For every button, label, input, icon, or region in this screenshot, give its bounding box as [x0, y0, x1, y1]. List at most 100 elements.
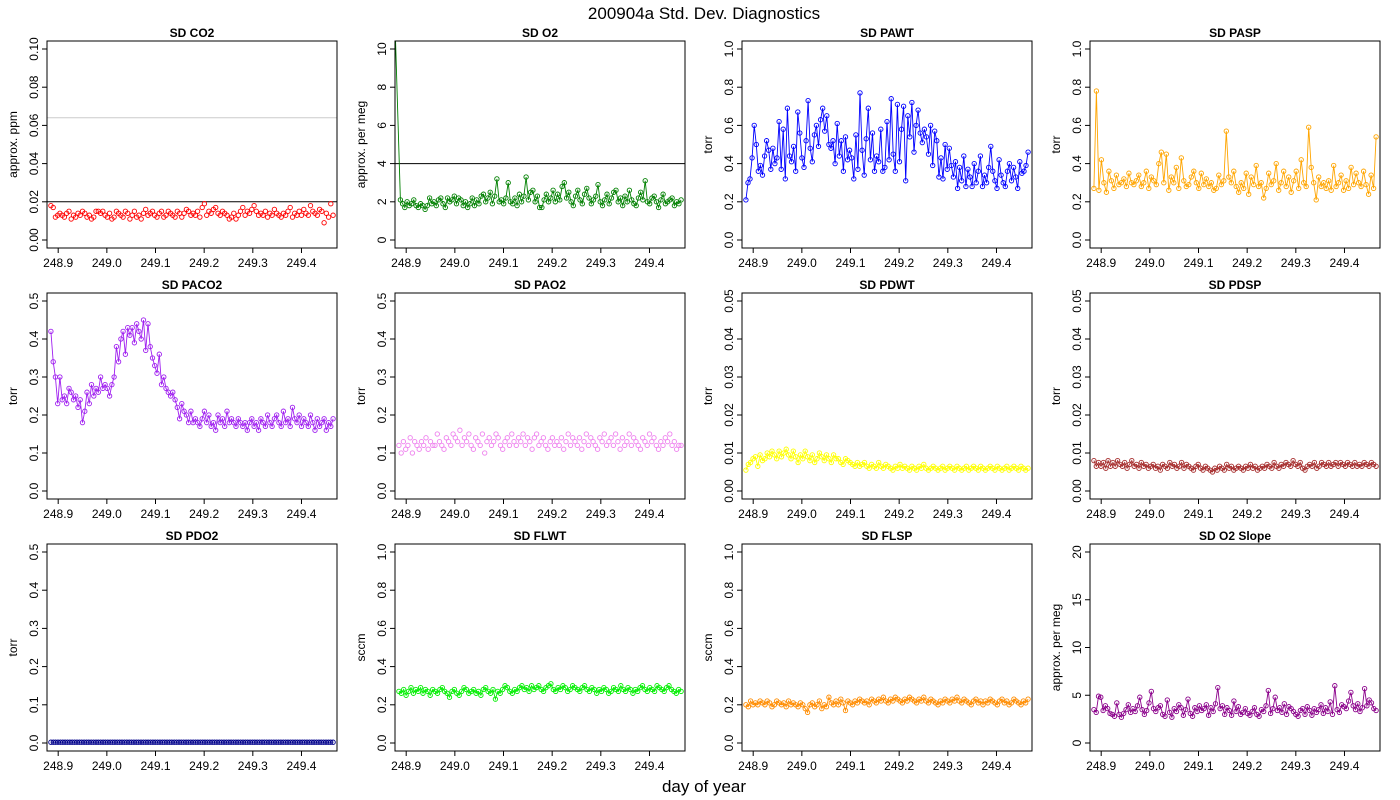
data-point: [430, 442, 436, 449]
data-point: [1241, 185, 1247, 192]
data-point: [1308, 164, 1314, 171]
data-point: [1141, 711, 1148, 718]
data-point: [492, 193, 498, 199]
data-point: [278, 214, 284, 220]
data-point: [622, 688, 629, 695]
data-point: [809, 452, 815, 458]
data-point: [1279, 709, 1285, 716]
data-point: [531, 435, 538, 441]
data-point: [913, 467, 920, 473]
data-point: [835, 456, 842, 462]
data-point: [255, 427, 262, 433]
data-point: [183, 412, 190, 418]
data-point: [577, 197, 583, 203]
data-point: [1201, 181, 1207, 188]
y-axis-label: torr: [6, 638, 20, 656]
data-point: [948, 162, 954, 169]
data-point: [443, 435, 449, 441]
data-point: [403, 446, 409, 452]
series-group: [395, 41, 684, 213]
data-point: [479, 431, 486, 437]
data-point: [50, 359, 56, 365]
data-point: [840, 168, 847, 174]
data-point: [1203, 176, 1209, 182]
data-point: [1278, 180, 1284, 186]
data-point: [298, 212, 305, 218]
data-point: [1368, 172, 1374, 178]
data-point: [1322, 705, 1329, 711]
data-point: [420, 690, 426, 696]
data-point: [1150, 461, 1156, 468]
data-point: [106, 393, 113, 399]
data-point: [1352, 459, 1358, 466]
data-point: [548, 681, 554, 687]
data-point: [815, 143, 822, 150]
y-tick-label: 0.1: [375, 444, 389, 461]
data-point: [817, 117, 824, 123]
data-point: [1242, 705, 1248, 712]
data-point: [199, 416, 205, 422]
data-point: [603, 686, 609, 693]
plot-frame: [46, 543, 338, 752]
y-tick-label: 0.00: [722, 479, 736, 503]
data-point: [423, 435, 429, 441]
data-point: [1213, 185, 1219, 192]
data-point: [622, 442, 628, 449]
y-tick-label: 0.02: [722, 403, 736, 427]
x-tick-label: 249.1: [140, 759, 170, 773]
data-point: [849, 702, 856, 708]
y-tick-label: 1.0: [722, 40, 736, 57]
data-point: [823, 704, 830, 710]
data-point: [769, 448, 775, 454]
data-point: [1309, 463, 1315, 469]
data-point: [785, 452, 792, 458]
data-point: [483, 684, 489, 691]
data-point: [633, 438, 639, 445]
data-point: [1025, 465, 1031, 471]
x-tick-label: 249.2: [537, 507, 567, 521]
data-point: [434, 431, 440, 437]
data-point: [470, 446, 477, 452]
data-point: [478, 692, 484, 698]
data-point: [235, 416, 241, 422]
data-point: [439, 442, 445, 449]
data-point: [179, 214, 185, 220]
data-point: [830, 138, 836, 144]
data-point: [1002, 183, 1008, 190]
x-tick-label: 249.2: [537, 759, 567, 773]
data-point: [846, 147, 853, 153]
data-point: [1133, 461, 1140, 468]
panel-title: SD FLSP: [862, 529, 913, 543]
data-point: [871, 168, 878, 174]
data-point: [678, 197, 684, 203]
data-point: [646, 431, 653, 437]
data-point: [1161, 180, 1167, 186]
data-point: [1272, 694, 1278, 700]
data-point: [1357, 708, 1363, 715]
data-point: [294, 419, 300, 426]
data-point: [805, 97, 811, 104]
x-tick-label: 249.4: [1329, 507, 1359, 521]
data-point: [676, 442, 682, 449]
data-point: [890, 698, 896, 704]
data-point: [655, 446, 662, 452]
x-tick-label: 249.3: [1281, 507, 1311, 521]
data-point: [233, 423, 239, 430]
data-point: [624, 199, 630, 205]
x-tick-label: 249.1: [1183, 759, 1213, 773]
x-tick-label: 249.0: [440, 759, 470, 773]
y-tick-label: 0.10: [27, 37, 41, 61]
data-point: [439, 684, 445, 691]
data-point: [1311, 459, 1318, 466]
data-point: [57, 374, 63, 380]
data-point: [823, 452, 830, 458]
data-point: [651, 193, 657, 199]
data-point: [301, 416, 307, 422]
data-point: [1350, 703, 1356, 709]
series-group: [48, 317, 336, 433]
data-point: [208, 210, 214, 216]
data-point: [885, 700, 891, 706]
data-point: [1131, 181, 1137, 188]
data-point: [501, 201, 507, 207]
data-point: [1226, 707, 1232, 714]
